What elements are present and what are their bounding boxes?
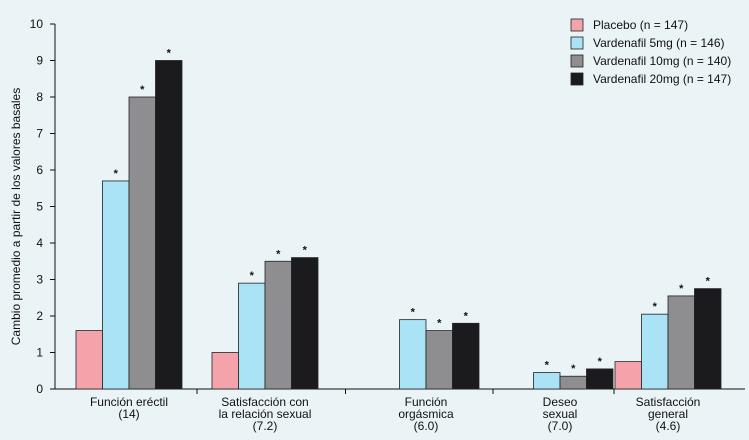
significance-marker: *: [411, 307, 416, 319]
bar-2-cat-4: [533, 372, 561, 390]
y-tick-label: 2: [36, 309, 43, 323]
y-tick-label: 3: [36, 273, 43, 287]
y-tick-label: 0: [36, 382, 43, 396]
bar-4-cat-3: [452, 322, 480, 390]
legend-swatch-1: [570, 18, 584, 32]
y-tick-label: 8: [36, 90, 43, 104]
significance-marker: *: [303, 245, 308, 257]
significance-marker: *: [598, 356, 603, 368]
category-label-5-line-2: general: [648, 407, 688, 421]
significance-marker: *: [653, 301, 658, 313]
significance-marker: *: [114, 168, 119, 180]
y-tick-label: 7: [36, 127, 43, 141]
significance-marker: *: [140, 84, 145, 96]
legend-swatch-3: [570, 54, 584, 68]
y-axis-title: Cambio promedio a partir de los valores …: [9, 88, 23, 345]
significance-marker: *: [571, 363, 576, 375]
legend-label-1: Placebo (n = 147): [593, 18, 688, 32]
bar-1-cat-1: [75, 330, 103, 390]
bar-3-cat-5: [667, 295, 695, 390]
category-label-3-line-1: Función: [405, 395, 448, 409]
bar-2-cat-5: [641, 313, 669, 390]
bar-3-cat-1: [128, 96, 156, 390]
y-tick-label: 1: [36, 346, 43, 360]
bar-4-cat-2: [291, 257, 319, 390]
category-label-5-line-1: Satisfacción: [636, 395, 701, 409]
significance-marker: *: [250, 270, 255, 282]
legend-label-4: Vardenafil 20mg (n = 147): [593, 72, 731, 86]
category-label-4-line-2: sexual: [543, 407, 578, 421]
y-tick-label: 10: [30, 17, 44, 31]
category-label-1-line-1: Función eréctil: [90, 395, 168, 409]
y-tick-label: 4: [36, 236, 43, 250]
category-label-4-line-1: Deseo: [543, 395, 578, 409]
bar-3-cat-4: [559, 375, 587, 390]
category-label-2-line-1: Satisfacción con: [221, 395, 308, 409]
bar-4-cat-5: [694, 288, 722, 390]
category-label-2-line-3: (7.2): [253, 419, 278, 433]
legend-label-3: Vardenafil 10mg (n = 140): [593, 54, 731, 68]
bar-2-cat-1: [102, 180, 130, 390]
significance-marker: *: [276, 248, 281, 260]
category-label-1-line-2: (14): [118, 407, 139, 421]
significance-marker: *: [167, 48, 172, 60]
bar-4-cat-1: [155, 60, 183, 390]
bar-4-cat-4: [586, 368, 614, 390]
legend-swatch-4: [570, 72, 584, 86]
category-label-2-line-2: la relación sexual: [219, 407, 312, 421]
y-tick-label: 9: [36, 54, 43, 68]
bar-3-cat-2: [264, 260, 292, 390]
significance-marker: *: [437, 318, 442, 330]
significance-marker: *: [545, 360, 550, 372]
bar-1-cat-5: [614, 361, 642, 390]
legend-label-2: Vardenafil 5mg (n = 146): [593, 36, 725, 50]
category-label-4-line-3: (7.0): [548, 419, 573, 433]
significance-marker: *: [679, 283, 684, 295]
bar-3-cat-3: [425, 330, 453, 390]
category-label-5-line-3: (4.6): [656, 419, 681, 433]
legend-swatch-2: [570, 36, 584, 50]
y-tick-label: 5: [36, 200, 43, 214]
significance-marker: *: [706, 276, 711, 288]
y-tick-label: 6: [36, 163, 43, 177]
category-label-3-line-2: orgásmica: [398, 407, 454, 421]
significance-marker: *: [464, 310, 469, 322]
bar-2-cat-2: [238, 282, 266, 390]
bar-2-cat-3: [399, 319, 427, 390]
bar-1-cat-2: [211, 352, 239, 390]
category-label-3-line-3: (6.0): [414, 419, 439, 433]
